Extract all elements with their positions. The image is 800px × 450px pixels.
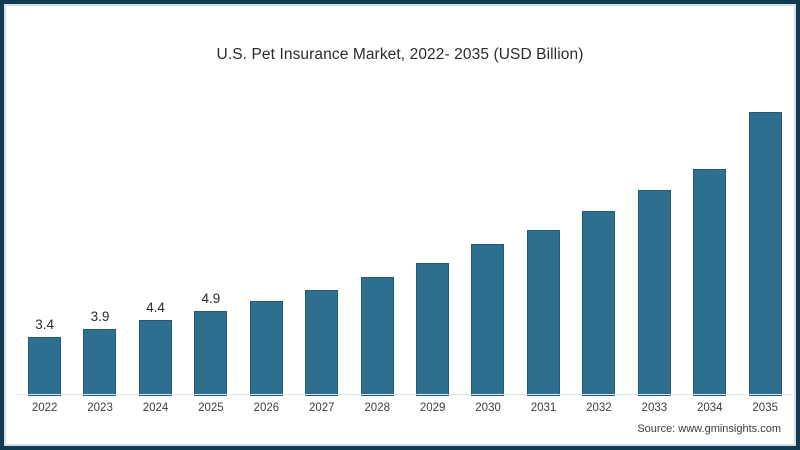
bar-column-2029[interactable]	[405, 86, 460, 396]
bar-column-2025[interactable]: 4.9	[183, 86, 238, 396]
bar-2022[interactable]	[28, 337, 61, 396]
bar-column-2030[interactable]	[460, 86, 515, 396]
bar-value-label-2023: 3.9	[90, 308, 110, 324]
bar-2033[interactable]	[637, 190, 671, 396]
x-tick-2026: 2026	[253, 402, 280, 414]
x-tick-2027: 2027	[308, 402, 335, 414]
bar-2025[interactable]	[194, 311, 228, 396]
bar-column-2033[interactable]	[627, 86, 682, 396]
x-tick-2029: 2029	[419, 402, 446, 414]
bar-2026[interactable]	[249, 300, 283, 396]
bar-2034[interactable]	[693, 169, 727, 396]
bar-2035[interactable]	[748, 112, 782, 396]
bar-2027[interactable]	[305, 290, 339, 396]
plot-area: 3.4 3.9 4.4 4.9	[17, 86, 793, 396]
chart-canvas: U.S. Pet Insurance Market, 2022- 2035 (U…	[6, 6, 794, 444]
bar-column-2034[interactable]	[682, 86, 737, 396]
bar-value-label-2025: 4.9	[201, 291, 221, 307]
x-tick-2023: 2023	[87, 402, 113, 414]
x-tick-2032: 2032	[586, 402, 612, 414]
x-tick-2025: 2025	[198, 402, 224, 414]
bar-column-2031[interactable]	[516, 86, 571, 396]
bar-2028[interactable]	[360, 276, 394, 396]
x-tick-2034: 2034	[696, 402, 723, 414]
bar-2029[interactable]	[416, 262, 449, 396]
bar-2032[interactable]	[582, 210, 616, 396]
bar-column-2028[interactable]	[350, 86, 405, 396]
x-axis-line	[17, 394, 793, 395]
x-tick-2028: 2028	[364, 402, 390, 414]
bar-2023[interactable]	[83, 328, 117, 396]
x-tick-2031: 2031	[530, 402, 557, 414]
bar-column-2022[interactable]: 3.4	[17, 86, 72, 396]
bar-column-2024[interactable]: 4.4	[128, 86, 183, 396]
bar-column-2027[interactable]	[294, 86, 349, 396]
x-tick-2030: 2030	[475, 402, 501, 414]
x-axis-tick-labels: 2022 2023 2024 2025 2026 2027 2028 2029 2030 2031…	[17, 402, 793, 422]
bar-column-2023[interactable]: 3.9	[72, 86, 127, 396]
bar-2030[interactable]	[471, 243, 505, 396]
x-tick-2035: 2035	[752, 402, 778, 414]
x-tick-2033: 2033	[641, 402, 668, 414]
bar-2024[interactable]	[138, 319, 172, 396]
bar-2031[interactable]	[526, 229, 560, 396]
bar-value-label-2024: 4.4	[146, 299, 165, 315]
bar-column-2026[interactable]	[239, 86, 294, 396]
chart-title: U.S. Pet Insurance Market, 2022- 2035 (U…	[216, 46, 584, 63]
x-tick-2024: 2024	[142, 402, 169, 414]
bar-column-2032[interactable]	[571, 86, 626, 396]
source-attribution: Source: www.gminsights.com	[637, 423, 781, 435]
x-tick-2022: 2022	[31, 402, 58, 414]
bar-column-2035[interactable]	[738, 86, 793, 396]
bar-value-label-2022: 3.4	[35, 317, 55, 333]
